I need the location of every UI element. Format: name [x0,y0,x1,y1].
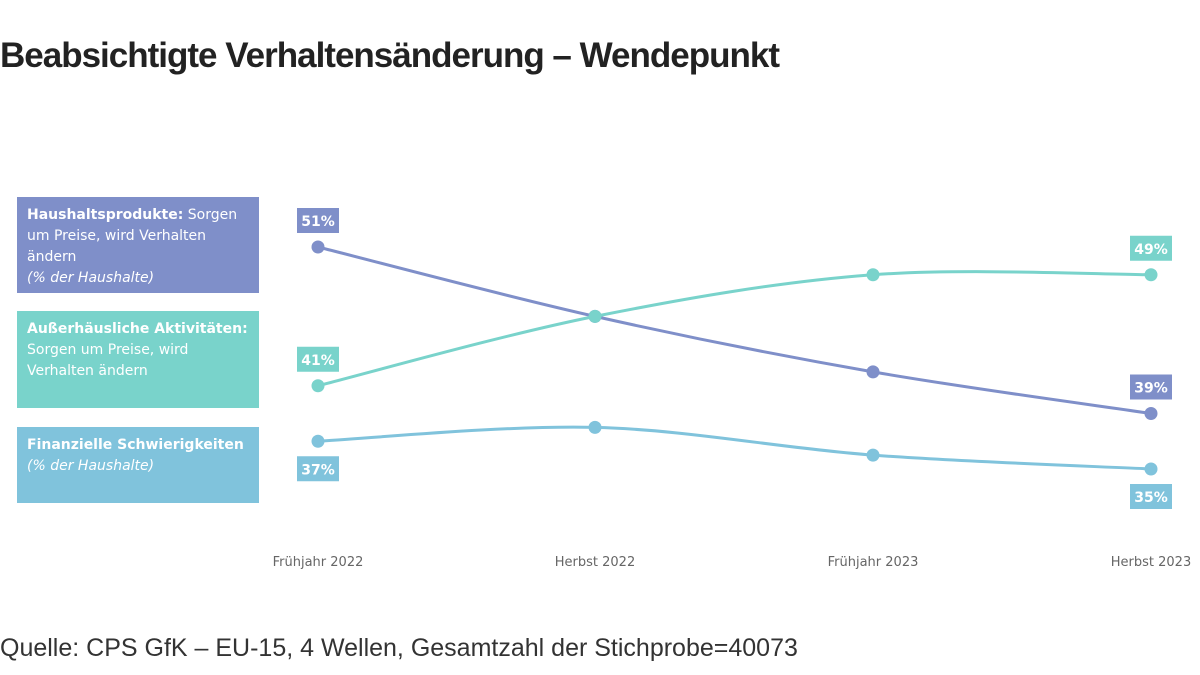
x-tick-label: Herbst 2022 [555,555,635,570]
data-label: 51% [301,214,335,230]
series-line [317,270,1152,388]
legend-ausserhaeusliche: Außerhäusliche Aktivitäten: Sorgen um Pr… [17,311,259,408]
chart-title: Beabsichtigte Verhaltensänderung – Wende… [0,36,780,75]
legend-bold: Außerhäusliche Aktivitäten: [27,321,248,337]
data-point [866,268,880,282]
data-point [866,448,880,462]
legend-note: (% der Haushalte) [27,270,155,286]
data-point [1144,268,1158,282]
data-label-box [1130,374,1172,400]
data-label: 37% [301,462,335,478]
data-label-box [1130,235,1172,261]
data-point [1144,462,1158,476]
data-point [311,240,325,254]
data-label-box [297,208,339,233]
data-point [311,379,325,393]
data-label-box [297,346,339,372]
data-point [588,420,602,434]
data-label-box [1130,484,1172,509]
legend-text: Sorgen um Preise, wird Verhalten ändern [27,342,189,379]
legend-haushaltsprodukte: Haushaltsprodukte: Sorgen um Preise, wir… [17,197,259,293]
source-note: Quelle: CPS GfK – EU-15, 4 Wellen, Gesam… [0,634,798,662]
x-tick-label: Herbst 2023 [1111,555,1191,570]
legend-note: (% der Haushalte) [27,458,155,474]
legend-finanzielle: Finanzielle Schwierigkeiten (% der Haush… [17,427,259,503]
data-label: 35% [1134,490,1168,506]
legend-text: Sorgen um Preise, wird Verhalten ändern [27,207,238,265]
legend-bold: Finanzielle Schwierigkeiten [27,437,244,453]
data-point [588,309,602,323]
data-label: 39% [1134,381,1168,397]
x-tick-label: Frühjahr 2022 [273,555,364,570]
data-point [866,365,880,379]
data-point [1144,407,1158,420]
data-label: 41% [301,353,335,369]
x-tick-label: Frühjahr 2023 [828,555,919,570]
legend-bold: Haushaltsprodukte: [27,207,184,223]
series-line [317,425,1152,471]
data-label: 49% [1134,242,1168,258]
series-line [317,245,1152,415]
data-label-box [297,456,339,482]
data-point [311,434,325,448]
